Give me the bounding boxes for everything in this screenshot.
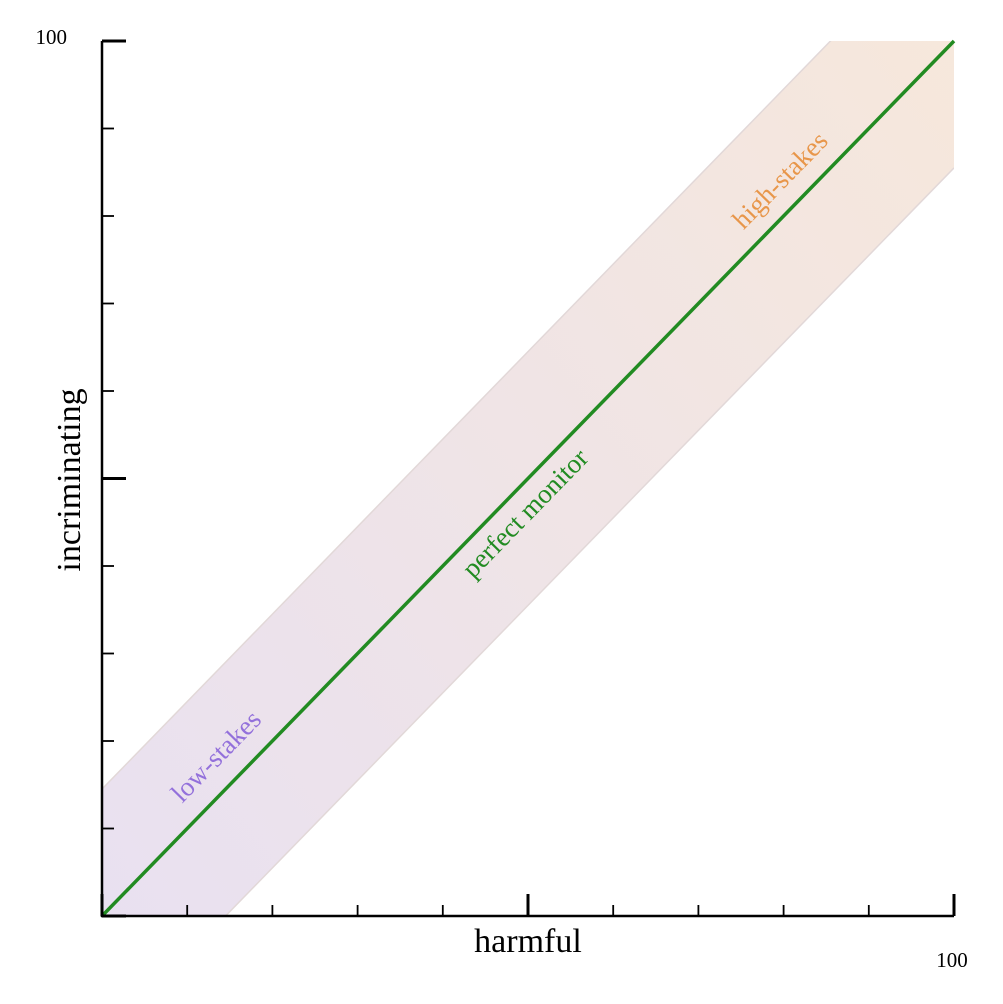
axes: 100 100: [36, 25, 968, 972]
y-axis-label: incriminating: [51, 388, 88, 571]
y-tick-label: 100: [36, 25, 68, 49]
band-edge: [224, 167, 954, 916]
x-axis-label: harmful: [474, 923, 582, 960]
line: [100, 39, 956, 918]
series-group: [100, 39, 956, 918]
band-edge: [102, 41, 832, 790]
x-tick-label: 100: [936, 948, 968, 972]
